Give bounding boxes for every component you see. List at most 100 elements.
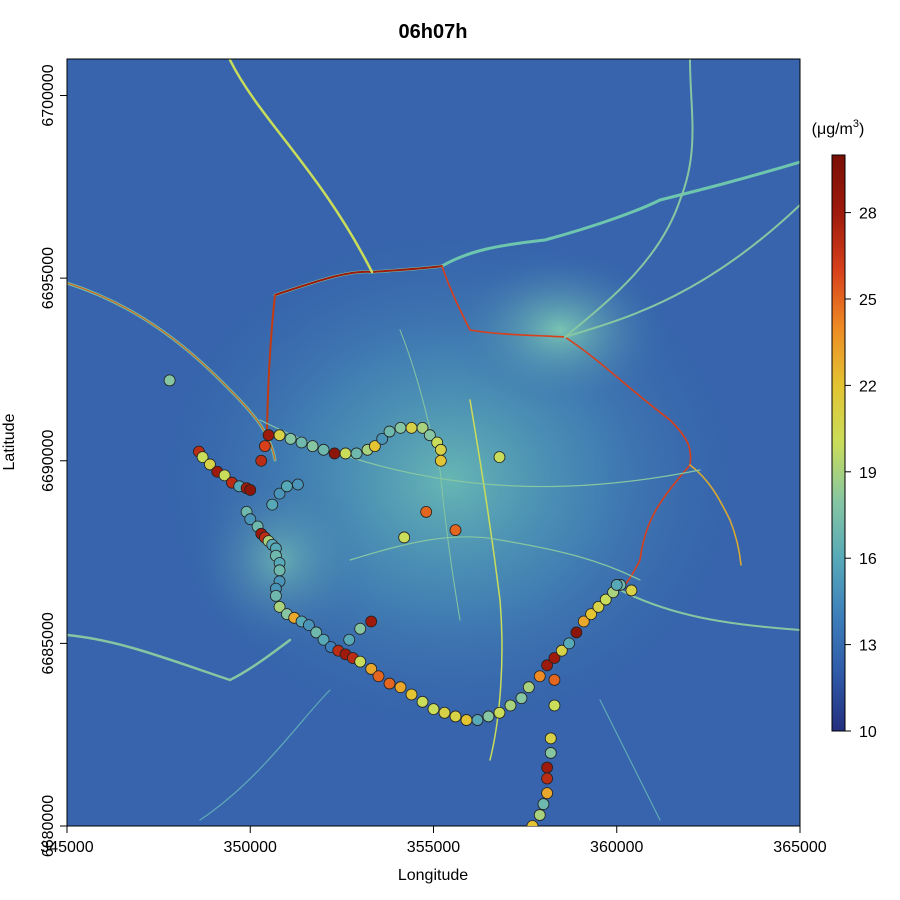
data-point bbox=[376, 432, 389, 445]
colorbar-tick-label: 16 bbox=[859, 551, 877, 568]
data-point bbox=[405, 688, 418, 701]
colorbar-unit-prefix: (μg/m bbox=[812, 121, 853, 138]
x-tick-label: 365000 bbox=[773, 839, 826, 856]
data-point bbox=[533, 809, 546, 821]
data-point bbox=[423, 429, 436, 442]
data-point bbox=[570, 626, 583, 639]
colorbar-tick-label: 19 bbox=[859, 465, 877, 482]
data-point bbox=[204, 458, 216, 471]
colorbar-tick-label: 28 bbox=[859, 206, 877, 223]
data-point bbox=[218, 469, 231, 482]
data-point bbox=[533, 670, 546, 683]
data-point bbox=[541, 787, 554, 800]
data-point bbox=[255, 454, 268, 467]
data-point bbox=[302, 619, 315, 632]
colorbar-tick-label: 22 bbox=[859, 378, 877, 395]
data-point bbox=[354, 655, 367, 668]
data-point bbox=[280, 480, 293, 493]
data-point bbox=[610, 579, 623, 591]
x-tick-label: 350000 bbox=[224, 839, 277, 856]
colorbar-gradient bbox=[831, 154, 846, 732]
data-point bbox=[599, 593, 612, 606]
data-point bbox=[394, 421, 407, 434]
data-point bbox=[449, 524, 462, 537]
data-point bbox=[244, 484, 257, 496]
road-network bbox=[67, 59, 800, 821]
data-point bbox=[471, 714, 484, 726]
data-point bbox=[544, 732, 557, 745]
data-point bbox=[434, 454, 447, 467]
data-point bbox=[585, 608, 597, 621]
data-point bbox=[350, 447, 363, 460]
data-point bbox=[544, 747, 557, 759]
y-axis-label: Latitude bbox=[1, 413, 18, 470]
data-point bbox=[515, 692, 528, 705]
axes: 345000 350000 355000 360000 365000 6680000 668… bbox=[40, 64, 827, 857]
data-point bbox=[416, 421, 429, 434]
data-point bbox=[273, 600, 286, 613]
data-point bbox=[273, 487, 286, 500]
data-point bbox=[262, 429, 275, 442]
data-point bbox=[548, 652, 561, 664]
data-point bbox=[438, 706, 451, 719]
data-point bbox=[541, 772, 554, 785]
y-tick-label: 6685000 bbox=[40, 612, 57, 674]
data-point bbox=[273, 564, 286, 577]
data-point bbox=[343, 633, 356, 646]
data-point bbox=[405, 421, 418, 434]
data-point bbox=[504, 699, 517, 712]
y-tick-label: 6690000 bbox=[40, 430, 57, 492]
data-point bbox=[317, 443, 330, 456]
data-point bbox=[291, 478, 304, 491]
data-point bbox=[416, 695, 429, 708]
data-point bbox=[537, 798, 550, 810]
data-point bbox=[328, 447, 341, 460]
data-point bbox=[273, 429, 286, 442]
data-point bbox=[310, 626, 323, 639]
data-point bbox=[493, 706, 506, 719]
colorbar-ticks: 10 13 16 19 22 25 28 bbox=[845, 206, 877, 741]
data-point bbox=[383, 677, 396, 690]
data-point bbox=[317, 633, 330, 646]
chart-title: 06h07h bbox=[399, 21, 468, 43]
colorbar-tick-label: 10 bbox=[859, 724, 877, 741]
data-point bbox=[354, 622, 367, 635]
data-point bbox=[339, 447, 352, 460]
data-point bbox=[526, 820, 539, 826]
y-tick-label: 6695000 bbox=[40, 247, 57, 309]
data-point bbox=[284, 432, 297, 445]
data-point bbox=[548, 674, 561, 686]
data-point bbox=[541, 761, 554, 774]
data-point bbox=[522, 681, 535, 694]
data-point bbox=[244, 513, 257, 526]
x-tick-label: 355000 bbox=[407, 839, 460, 856]
x-tick-label: 360000 bbox=[590, 839, 643, 856]
measurement-points bbox=[163, 374, 638, 826]
colorbar-unit: (μg/m3) bbox=[812, 118, 865, 138]
y-tick-label: 6700000 bbox=[40, 64, 57, 126]
colorbar: (μg/m3) 10 13 16 19 22 25 28 bbox=[812, 118, 877, 741]
x-tick-label: 345000 bbox=[40, 839, 93, 856]
data-point bbox=[482, 710, 495, 723]
x-axis-label: Longitude bbox=[398, 867, 468, 884]
colorbar-tick-label: 13 bbox=[859, 638, 877, 655]
data-point bbox=[434, 443, 447, 456]
colorbar-unit-suffix: ) bbox=[859, 121, 864, 138]
data-point bbox=[427, 703, 440, 716]
data-point bbox=[365, 663, 378, 675]
colorbar-unit-superscript: 3 bbox=[853, 118, 859, 130]
data-point bbox=[555, 644, 568, 657]
data-point bbox=[592, 600, 605, 613]
colorbar-tick-label: 25 bbox=[859, 292, 877, 309]
data-point bbox=[420, 505, 433, 518]
data-point bbox=[372, 670, 385, 683]
data-point bbox=[270, 590, 282, 602]
data-point bbox=[394, 681, 407, 694]
data-point bbox=[368, 440, 381, 453]
data-point bbox=[266, 498, 279, 511]
data-point bbox=[449, 710, 462, 723]
data-point bbox=[196, 451, 209, 464]
data-point bbox=[541, 659, 554, 672]
data-point bbox=[460, 714, 473, 726]
